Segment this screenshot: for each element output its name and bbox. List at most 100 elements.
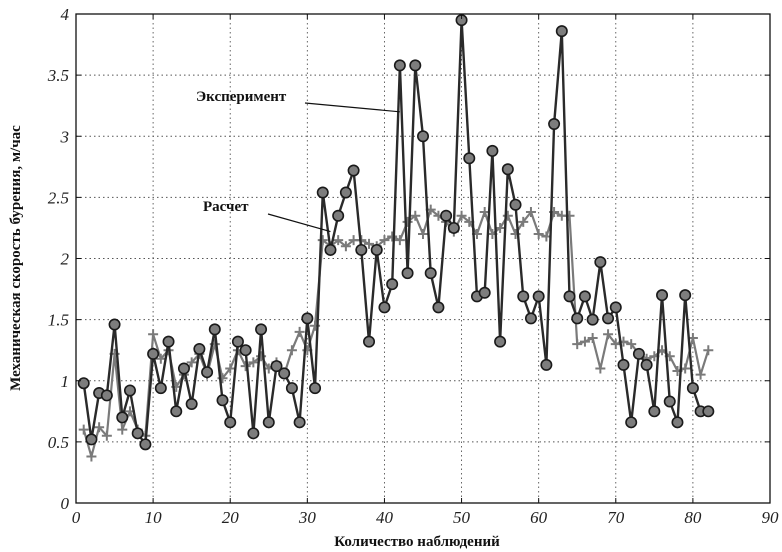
x-axis-label: Количество наблюдений — [334, 534, 500, 550]
data-point — [686, 382, 699, 395]
data-point — [525, 207, 536, 218]
data-point — [703, 345, 714, 356]
x-tick-label: 80 — [684, 508, 702, 527]
data-point — [339, 186, 352, 199]
data-point — [355, 243, 368, 256]
data-point — [216, 394, 229, 407]
data-point — [410, 210, 421, 221]
data-point — [656, 289, 669, 302]
data-point — [85, 433, 98, 446]
annotations: Эксперимент Расчет — [196, 89, 400, 233]
y-axis-label: Механическая скорость бурения, м/час — [8, 125, 24, 391]
annotation-leader-line — [267, 213, 331, 233]
y-tick-label: 3 — [60, 127, 70, 146]
tick-labels: 0 10 20 30 40 50 60 70 80 90 0 0.5 1 1.5 2 2.5 3 3.5 4 — [47, 5, 779, 527]
data-point — [193, 342, 206, 355]
data-point — [602, 312, 615, 325]
data-point — [148, 329, 159, 340]
x-tick-label: 40 — [376, 508, 394, 527]
data-point — [364, 238, 375, 249]
data-point — [695, 369, 706, 380]
data-point — [101, 430, 112, 441]
data-point — [231, 335, 244, 348]
data-point — [402, 216, 413, 227]
data-point — [309, 382, 322, 395]
x-tick-label: 20 — [222, 508, 240, 527]
data-point — [248, 357, 259, 368]
x-tick-label: 50 — [453, 508, 471, 527]
data-point — [555, 25, 568, 38]
data-point — [255, 323, 268, 336]
data-point — [386, 278, 399, 291]
series-line — [82, 18, 709, 446]
data-point — [632, 347, 645, 360]
data-point — [94, 422, 105, 433]
data-point — [77, 377, 90, 390]
data-point — [579, 336, 590, 347]
data-point — [679, 289, 692, 302]
data-point — [394, 235, 405, 246]
data-point — [162, 335, 175, 348]
data-point — [293, 416, 306, 429]
data-point — [440, 209, 453, 222]
data-point — [262, 416, 275, 429]
annotation-leader-line — [304, 102, 400, 113]
data-point — [317, 235, 328, 246]
data-point — [586, 313, 599, 326]
data-point — [316, 186, 329, 199]
data-point — [533, 229, 544, 240]
data-point — [363, 335, 376, 348]
data-point — [147, 347, 160, 360]
data-point — [572, 339, 583, 350]
data-point — [563, 290, 576, 303]
data-point — [594, 256, 607, 269]
data-point — [170, 405, 183, 418]
x-tick-label: 30 — [298, 508, 317, 527]
data-point — [123, 384, 136, 397]
y-tick-label: 3.5 — [47, 66, 69, 85]
data-point — [626, 339, 637, 350]
x-tick-label: 70 — [607, 508, 625, 527]
data-point — [116, 411, 129, 424]
data-point — [409, 59, 422, 72]
y-tick-label: 1 — [61, 372, 70, 391]
data-point — [532, 290, 545, 303]
data-point — [225, 363, 236, 374]
data-point — [502, 210, 513, 221]
grid-lines — [76, 14, 770, 503]
y-tick-label: 2 — [61, 250, 70, 269]
data-point — [117, 424, 128, 435]
data-point — [524, 312, 537, 325]
y-tick-label: 1.5 — [48, 311, 69, 330]
data-point — [201, 366, 214, 379]
data-point — [186, 357, 197, 368]
data-point — [324, 243, 337, 256]
data-point — [154, 382, 167, 395]
data-point — [610, 339, 621, 350]
data-point — [301, 312, 314, 325]
x-tick-label: 10 — [145, 508, 163, 527]
data-point — [332, 209, 345, 222]
data-point — [208, 323, 221, 336]
data-point — [702, 405, 715, 418]
data-point — [347, 164, 360, 177]
y-tick-label: 4 — [61, 5, 70, 24]
data-point — [379, 235, 390, 246]
data-point — [418, 229, 428, 240]
data-point — [185, 397, 198, 410]
data-point — [333, 235, 344, 246]
y-tick-label: 0.5 — [48, 433, 69, 452]
data-point — [603, 329, 614, 340]
data-point — [609, 301, 622, 314]
series-experiment — [77, 14, 715, 451]
data-point — [432, 301, 445, 314]
data-point — [387, 231, 398, 242]
data-point — [278, 367, 291, 380]
data-point — [587, 332, 598, 343]
data-point — [155, 353, 166, 364]
data-point — [625, 416, 638, 429]
data-point — [671, 416, 684, 429]
data-point — [456, 210, 467, 221]
data-point — [495, 222, 506, 233]
